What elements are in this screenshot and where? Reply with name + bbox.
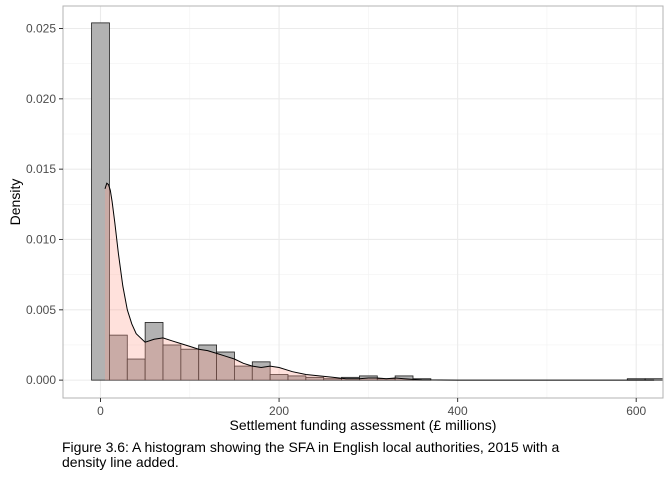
panel-border	[62, 5, 664, 399]
histogram-bar	[109, 334, 128, 381]
y-tick-label: 0.025	[26, 22, 56, 36]
x-tick-label: 0	[97, 404, 104, 418]
y-tick-label: 0.010	[26, 232, 56, 246]
density-area	[105, 183, 655, 381]
y-axis-title: Density	[7, 179, 23, 226]
y-tick-label: 0.015	[26, 162, 56, 176]
y-tick-label: 0.020	[26, 92, 56, 106]
y-tick-label: 0.000	[26, 373, 56, 387]
x-tick-label: 400	[448, 404, 468, 418]
x-tick-label: 600	[626, 404, 646, 418]
histogram-bar	[91, 22, 110, 381]
density-line	[104, 182, 655, 381]
histogram-chart: 0 200 400 600 0.000 0.005 0.010 0.015 0.020 0.025…	[7, 5, 664, 433]
x-axis-title: Settlement funding assessment (£ million…	[230, 417, 497, 433]
figure-caption: Figure 3.6: A histogram showing the SFA …	[62, 439, 560, 470]
y-tick-label: 0.005	[26, 303, 56, 317]
x-tick-label: 200	[269, 404, 289, 418]
